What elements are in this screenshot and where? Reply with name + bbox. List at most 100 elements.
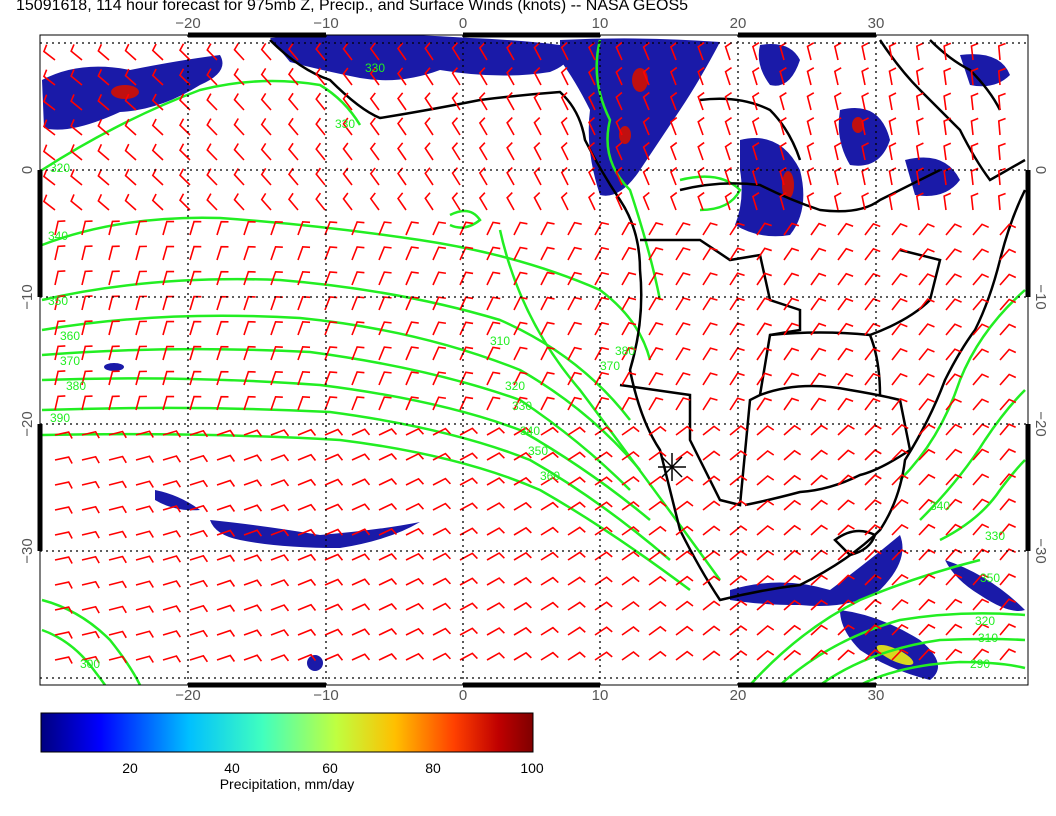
wind-barb	[151, 43, 164, 61]
precip-area	[210, 520, 420, 548]
wind-barb	[540, 551, 559, 561]
wind-barb	[675, 272, 691, 286]
wind-barb	[451, 142, 461, 161]
wind-barb	[891, 372, 908, 386]
wind-barb	[864, 397, 881, 411]
wind-barb	[756, 574, 775, 586]
wind-barb	[648, 347, 664, 361]
wind-barb	[70, 69, 83, 86]
wind-barb	[675, 475, 694, 486]
wind-barb	[833, 142, 842, 161]
wind-barb	[756, 272, 772, 286]
wind-barb	[54, 556, 73, 564]
lon-label-top: −10	[313, 15, 338, 32]
wind-barb	[124, 143, 137, 161]
lon-label-top: 20	[730, 15, 747, 32]
wind-barb	[243, 320, 256, 336]
wind-barb	[888, 167, 897, 186]
wind-barb	[54, 631, 73, 639]
wind-barb	[206, 168, 218, 186]
wind-barb	[351, 603, 371, 611]
wind-barb	[943, 142, 952, 161]
wind-barb	[243, 604, 263, 612]
wind-barb	[351, 271, 365, 286]
wind-barb	[810, 222, 827, 236]
star-icon	[658, 453, 686, 481]
contour-line	[595, 39, 662, 301]
wind-barb	[315, 117, 326, 136]
wind-barb	[621, 371, 637, 386]
wind-barb	[513, 551, 532, 561]
wind-barb	[162, 505, 182, 513]
wind-barb	[729, 322, 745, 336]
wind-barb	[567, 321, 582, 336]
wind-barb	[54, 245, 66, 261]
wind-barb	[533, 92, 542, 111]
wind-barb	[918, 598, 936, 611]
wind-barb	[432, 527, 452, 536]
wind-barb	[81, 555, 100, 564]
wind-barb	[837, 272, 854, 286]
wind-barb	[918, 648, 936, 661]
wind-barb	[540, 321, 555, 336]
wind-barb	[459, 396, 474, 411]
contour-line	[41, 314, 641, 471]
wind-barb	[540, 476, 559, 486]
contour-label: 300	[80, 657, 100, 671]
wind-barb	[124, 118, 137, 136]
contour-label: 350	[980, 571, 1000, 585]
wind-barb	[779, 67, 787, 86]
wind-barb	[724, 116, 733, 136]
wind-barb	[151, 168, 164, 186]
wind-barb	[459, 346, 474, 361]
wind-barb	[621, 425, 640, 436]
wind-barb	[675, 425, 694, 436]
wind-barb	[486, 396, 501, 411]
wind-barb	[594, 296, 610, 311]
wind-barb	[724, 191, 733, 211]
wind-barb	[918, 573, 936, 586]
wind-barb	[783, 649, 802, 661]
wind-barb	[233, 118, 245, 136]
wind-barb	[315, 167, 326, 186]
wind-barb	[918, 448, 936, 461]
wind-barb	[124, 168, 137, 186]
wind-barb	[135, 430, 154, 438]
wind-barb	[459, 652, 478, 661]
wind-barb	[669, 91, 678, 111]
wind-barb	[162, 530, 182, 538]
wind-barb	[513, 426, 532, 436]
wind-barb	[108, 220, 120, 236]
wind-barb	[533, 142, 542, 161]
wind-barb	[621, 600, 640, 611]
wind-barb	[270, 454, 290, 462]
wind-barb	[179, 193, 191, 211]
wind-barb	[297, 428, 317, 437]
wind-barb	[297, 245, 311, 261]
wind-barb	[97, 193, 110, 211]
wind-barb	[108, 455, 127, 464]
wind-barb	[351, 221, 365, 236]
lat-label-right: −30	[1032, 538, 1049, 563]
wind-barb	[97, 68, 110, 86]
wind-barb	[424, 117, 434, 136]
wind-barb	[675, 525, 694, 536]
wind-barb	[972, 348, 990, 361]
wind-barb	[486, 502, 505, 511]
wind-barb	[405, 371, 419, 386]
wind-barb	[999, 498, 1016, 511]
wind-barb	[108, 555, 127, 564]
wind-barb	[945, 548, 963, 561]
wind-barb	[675, 650, 694, 661]
wind-barb	[945, 298, 962, 311]
wind-barb	[189, 395, 202, 411]
wind-barb	[260, 67, 272, 86]
wind-barb	[378, 503, 398, 511]
wind-barb	[189, 629, 209, 638]
wind-barb	[943, 192, 952, 211]
contour-line	[41, 406, 671, 561]
wind-barb	[513, 526, 532, 536]
wind-barb	[810, 397, 827, 411]
precip-area	[104, 363, 124, 371]
wind-barb	[513, 271, 528, 286]
